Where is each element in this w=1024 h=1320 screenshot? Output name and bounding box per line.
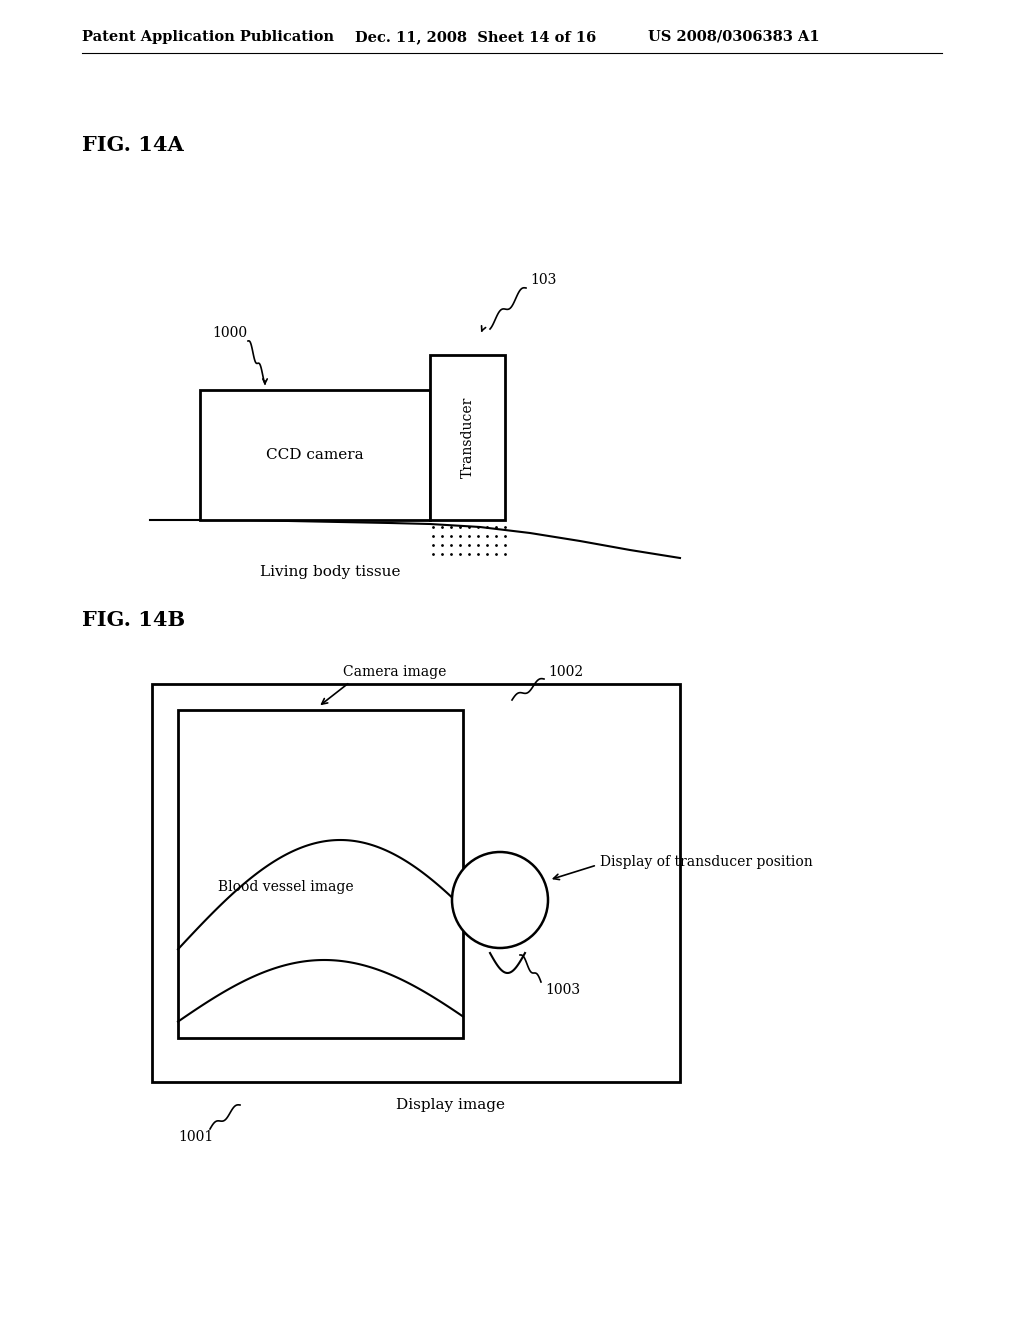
- Text: Transducer: Transducer: [461, 397, 474, 478]
- Text: Dec. 11, 2008  Sheet 14 of 16: Dec. 11, 2008 Sheet 14 of 16: [355, 30, 596, 44]
- Text: Blood vessel image: Blood vessel image: [218, 880, 354, 894]
- Bar: [178, 710, 463, 1038]
- Bar: [200, 389, 430, 520]
- Text: 103: 103: [530, 273, 556, 286]
- Text: Display image: Display image: [395, 1098, 505, 1111]
- Text: 1002: 1002: [548, 665, 583, 678]
- Text: 1000: 1000: [212, 326, 247, 341]
- Text: 1003: 1003: [545, 983, 581, 997]
- Text: US 2008/0306383 A1: US 2008/0306383 A1: [648, 30, 819, 44]
- Text: 1001: 1001: [178, 1130, 213, 1144]
- Text: Living body tissue: Living body tissue: [260, 565, 400, 579]
- Text: Camera image: Camera image: [343, 665, 446, 678]
- Circle shape: [452, 851, 548, 948]
- Text: CCD camera: CCD camera: [266, 447, 364, 462]
- Text: FIG. 14A: FIG. 14A: [82, 135, 183, 154]
- Bar: [152, 684, 680, 1082]
- Text: Patent Application Publication: Patent Application Publication: [82, 30, 334, 44]
- Bar: [430, 355, 505, 520]
- Text: Display of transducer position: Display of transducer position: [600, 855, 813, 869]
- Text: FIG. 14B: FIG. 14B: [82, 610, 185, 630]
